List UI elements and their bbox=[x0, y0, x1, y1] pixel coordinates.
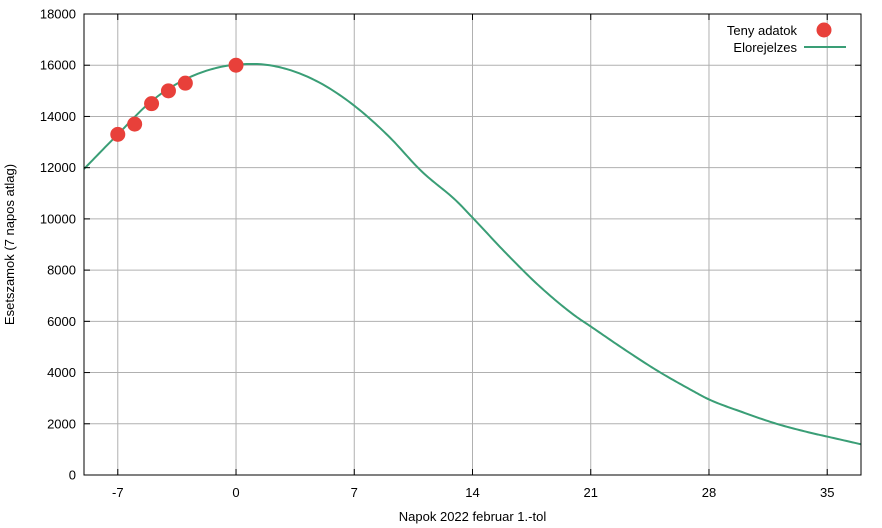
y-tick-label: 6000 bbox=[47, 314, 76, 329]
axis-ticks: 0 2000 4000 6000 8000 10000 12000 14000 16000 180… bbox=[40, 7, 861, 500]
y-tick-label: 4000 bbox=[47, 365, 76, 380]
actual-data-point bbox=[110, 126, 126, 142]
x-tick-label: 14 bbox=[465, 485, 479, 500]
x-tick-label: 21 bbox=[584, 485, 598, 500]
legend: Teny adatok Elorejelzes bbox=[727, 22, 846, 55]
legend-label-forecast: Elorejelzes bbox=[733, 40, 797, 55]
forecast-series-line bbox=[83, 62, 862, 446]
y-tick-label: 8000 bbox=[47, 263, 76, 278]
y-tick-label: 18000 bbox=[40, 7, 76, 22]
y-tick-label: 14000 bbox=[40, 109, 76, 124]
x-axis-title: Napok 2022 februar 1.-tol bbox=[399, 509, 547, 524]
x-tick-label: -7 bbox=[112, 485, 124, 500]
actual-data-point bbox=[144, 96, 160, 112]
y-tick-label: 0 bbox=[69, 468, 76, 483]
actual-data-point bbox=[228, 57, 244, 73]
forecast-layer bbox=[83, 62, 862, 446]
legend-marker-actual bbox=[816, 22, 832, 38]
grid bbox=[84, 13, 861, 476]
data-points bbox=[110, 57, 244, 142]
y-tick-label: 10000 bbox=[40, 211, 76, 226]
actual-data-point bbox=[160, 83, 176, 99]
y-tick-label: 12000 bbox=[40, 160, 76, 175]
legend-label-actual: Teny adatok bbox=[727, 23, 798, 38]
y-tick-label: 16000 bbox=[40, 58, 76, 73]
x-tick-label: 0 bbox=[232, 485, 239, 500]
actual-data-point bbox=[127, 116, 143, 132]
x-tick-label: 28 bbox=[702, 485, 716, 500]
y-tick-label: 2000 bbox=[47, 416, 76, 431]
x-tick-label: 35 bbox=[820, 485, 834, 500]
y-axis-title: Esetszamok (7 napos atlag) bbox=[2, 164, 17, 325]
x-tick-label: 7 bbox=[351, 485, 358, 500]
actual-data-point bbox=[177, 75, 193, 91]
